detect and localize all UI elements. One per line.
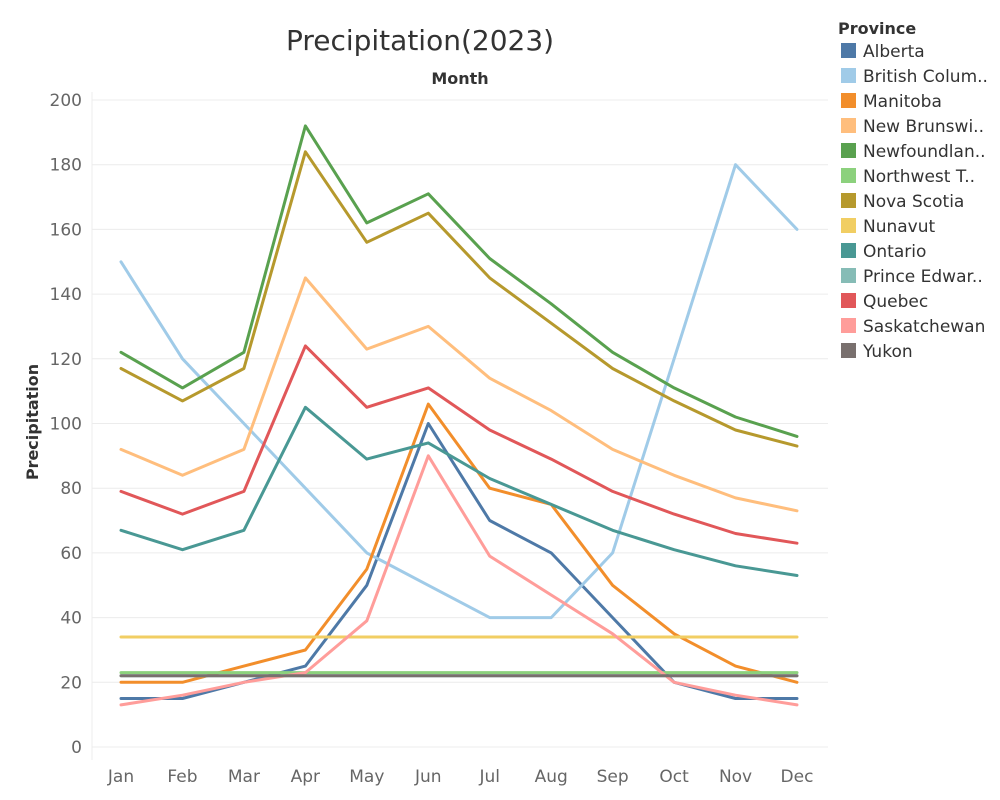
- series-lines: [119, 124, 799, 707]
- series-line-alberta: [119, 422, 799, 700]
- legend-title: Province: [838, 19, 916, 38]
- legend-label-british-columbia: British Colum..: [863, 67, 988, 87]
- y-axis-label: Precipitation: [23, 364, 42, 480]
- series-line-saskatchewan: [119, 454, 799, 707]
- legend-label-ontario: Ontario: [863, 242, 926, 262]
- legend-swatch-manitoba: [841, 93, 856, 108]
- legend-label-nunavut: Nunavut: [863, 217, 936, 237]
- series-line-ontario: [119, 405, 799, 577]
- legend-swatch-nunavut: [841, 218, 856, 233]
- x-tick-label: Jul: [478, 767, 500, 787]
- series-line-manitoba: [119, 402, 799, 684]
- y-tick-label: 140: [50, 285, 82, 305]
- legend-label-prince-edward-island: Prince Edwar..: [863, 267, 983, 287]
- legend-label-newfoundland: Newfoundlan..: [863, 142, 986, 162]
- y-tick-label: 0: [71, 738, 82, 758]
- series-line-newfoundland: [119, 124, 799, 438]
- legend-swatch-quebec: [841, 293, 856, 308]
- legend-swatch-new-brunswick: [841, 118, 856, 133]
- series-line-british-columbia: [119, 163, 799, 620]
- legend: Province Alberta British Colum.. Manitoba N…: [838, 19, 988, 362]
- y-tick-label: 180: [50, 156, 82, 176]
- y-tick-label: 60: [60, 544, 82, 564]
- y-tick-label: 80: [60, 479, 82, 499]
- y-axis-ticks: 0 20 40 60 80 100 120 140 160 180 200: [50, 91, 82, 758]
- legend-swatch-northwest-territories: [841, 168, 856, 183]
- legend-label-quebec: Quebec: [863, 292, 928, 312]
- y-tick-label: 160: [50, 220, 82, 240]
- series-line-nova-scotia: [119, 150, 799, 448]
- chart-subtitle: Month: [431, 69, 488, 88]
- series-line-new-brunswick: [119, 276, 799, 513]
- y-tick-label: 120: [50, 350, 82, 370]
- y-tick-label: 20: [60, 673, 82, 693]
- legend-swatch-yukon: [841, 343, 856, 358]
- legend-label-nova-scotia: Nova Scotia: [863, 192, 964, 212]
- x-tick-label: Nov: [719, 767, 752, 787]
- x-tick-label: Jan: [107, 767, 134, 787]
- y-tick-label: 200: [50, 91, 82, 111]
- legend-items: Alberta British Colum.. Manitoba New Brunsw…: [841, 42, 988, 362]
- legend-swatch-newfoundland: [841, 143, 856, 158]
- y-tick-label: 100: [50, 415, 82, 435]
- gridlines: [91, 92, 828, 760]
- legend-swatch-prince-edward-island: [841, 268, 856, 283]
- x-tick-label: Mar: [228, 767, 260, 787]
- x-tick-label: May: [349, 767, 384, 787]
- x-tick-label: Aug: [535, 767, 568, 787]
- legend-label-saskatchewan: Saskatchewan: [863, 317, 985, 337]
- legend-label-northwest-territories: Northwest T..: [863, 167, 975, 187]
- legend-label-yukon: Yukon: [862, 342, 913, 362]
- legend-swatch-saskatchewan: [841, 318, 856, 333]
- legend-label-new-brunswick: New Brunswi..: [863, 117, 984, 137]
- x-tick-label: Apr: [291, 767, 320, 787]
- legend-label-alberta: Alberta: [863, 42, 925, 62]
- x-tick-label: Sep: [597, 767, 629, 787]
- legend-swatch-british-columbia: [841, 68, 856, 83]
- x-axis-ticks: Jan Feb Mar Apr May Jun Jul Aug Sep Oct Nov Dec: [107, 767, 814, 787]
- legend-label-manitoba: Manitoba: [863, 92, 942, 112]
- legend-swatch-nova-scotia: [841, 193, 856, 208]
- x-tick-label: Jun: [414, 767, 442, 787]
- x-tick-label: Dec: [781, 767, 814, 787]
- x-tick-label: Oct: [659, 767, 689, 787]
- series-line-quebec: [119, 344, 799, 545]
- y-tick-label: 40: [60, 609, 82, 629]
- x-tick-label: Feb: [167, 767, 197, 787]
- legend-swatch-alberta: [841, 43, 856, 58]
- chart-title: Precipitation(2023): [286, 24, 554, 57]
- legend-swatch-ontario: [841, 243, 856, 258]
